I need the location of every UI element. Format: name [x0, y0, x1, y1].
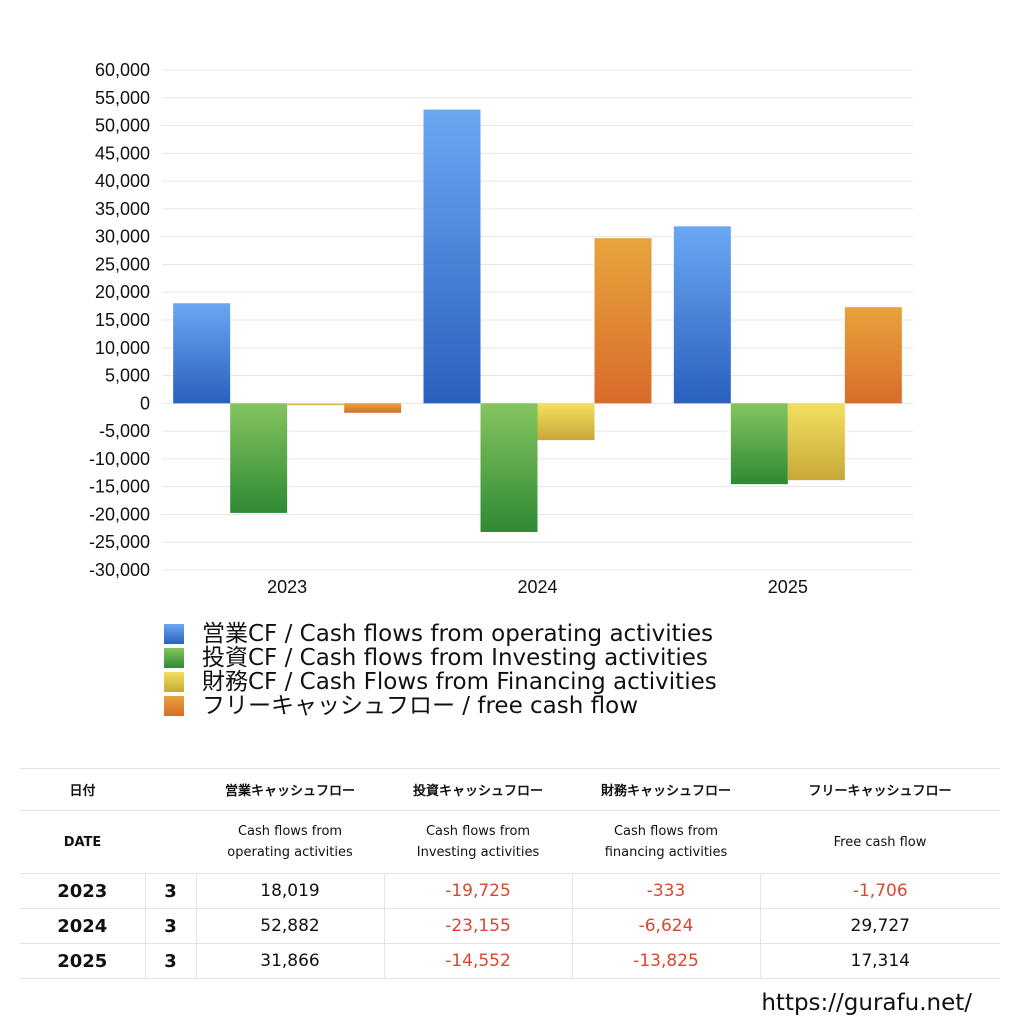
- y-tick-label: -25,000: [89, 532, 150, 552]
- bar-2024-series-4: [594, 238, 652, 404]
- subheader-financing: Cash flows from financing activities: [572, 810, 760, 874]
- y-tick-label: 35,000: [95, 199, 150, 219]
- y-tick-label: 5,000: [105, 366, 150, 386]
- row-investing: -14,552: [383, 943, 573, 979]
- y-tick-label: -10,000: [89, 449, 150, 469]
- legend-label: 営業CF / Cash flows from operating activit…: [202, 621, 714, 647]
- y-tick-label: -15,000: [89, 477, 150, 497]
- y-axis-ticks: 60,000 55,000 50,000 45,000 40,000 35,000 30,0…: [89, 60, 150, 580]
- header-free: フリーキャッシュフロー: [760, 768, 1000, 811]
- y-tick-label: -5,000: [99, 421, 150, 441]
- row-year: 2024: [20, 908, 146, 944]
- table-subheader-row: DATE Cash flows from operating activitie…: [20, 810, 1000, 874]
- row-operating: 18,019: [195, 873, 385, 909]
- x-axis-ticks: 2023 2024 2025: [267, 577, 808, 597]
- y-tick-label: 50,000: [95, 116, 150, 136]
- legend-item: フリーキャッシュフロー / free cash flow: [164, 694, 717, 718]
- row-financing: -6,624: [571, 908, 761, 944]
- bar-2025-series-4: [844, 307, 902, 404]
- row-financing: -333: [571, 873, 761, 909]
- bar-2024-series-3: [537, 403, 595, 441]
- legend-label: 財務CF / Cash Flows from Financing activit…: [202, 669, 717, 695]
- header-financing: 財務キャッシュフロー: [572, 768, 760, 811]
- bar-2024-series-2: [480, 403, 538, 532]
- cash-flow-bar-chart: 60,000 55,000 50,000 45,000 40,000 35,000 30,0…: [89, 60, 913, 597]
- bar-2025-series-2: [730, 403, 788, 485]
- table-row: 2023 3 18,019 -19,725 -333 -1,706: [20, 873, 1000, 909]
- subheader-operating: Cash flows from operating activities: [196, 810, 384, 874]
- x-tick-label: 2025: [768, 577, 808, 597]
- x-tick-label: 2024: [517, 577, 557, 597]
- bar-2023-series-1: [173, 303, 231, 404]
- header-investing: 投資キャッシュフロー: [384, 768, 572, 811]
- table-row: 2025 3 31,866 -14,552 -13,825 17,314: [20, 943, 1000, 979]
- row-year: 2025: [20, 943, 146, 979]
- legend-item: 投資CF / Cash flows from Investing activit…: [164, 646, 717, 670]
- y-tick-label: 20,000: [95, 282, 150, 302]
- row-month: 3: [144, 873, 197, 909]
- legend-swatch: [164, 696, 184, 716]
- legend-item: 営業CF / Cash flows from operating activit…: [164, 622, 717, 646]
- row-free: 17,314: [759, 943, 1000, 979]
- y-tick-label: 60,000: [95, 60, 150, 80]
- x-tick-label: 2023: [267, 577, 307, 597]
- y-tick-label: 10,000: [95, 338, 150, 358]
- row-operating: 31,866: [195, 943, 385, 979]
- row-free: 29,727: [759, 908, 1000, 944]
- subheader-free: Free cash flow: [760, 810, 1000, 874]
- legend-label: フリーキャッシュフロー / free cash flow: [202, 693, 639, 719]
- row-investing: -23,155: [383, 908, 573, 944]
- table-row: 2024 3 52,882 -23,155 -6,624 29,727: [20, 908, 1000, 944]
- row-month: 3: [144, 908, 197, 944]
- site-url: https://gurafu.net/: [761, 990, 972, 1016]
- row-month: 3: [144, 943, 197, 979]
- bar-2023-series-4: [344, 403, 402, 413]
- table-header-row: 日付 営業キャッシュフロー 投資キャッシュフロー 財務キャッシュフロー フリーキ…: [20, 768, 1000, 811]
- legend-item: 財務CF / Cash Flows from Financing activit…: [164, 670, 717, 694]
- y-tick-label: 15,000: [95, 310, 150, 330]
- y-tick-label: 55,000: [95, 88, 150, 108]
- y-tick-label: 40,000: [95, 171, 150, 191]
- subheader-investing: Cash flows from Investing activities: [384, 810, 572, 874]
- subheader-month: [145, 810, 196, 874]
- y-tick-label: -20,000: [89, 504, 150, 524]
- bar-2024-series-1: [423, 109, 481, 404]
- cash-flow-table: 日付 営業キャッシュフロー 投資キャッシュフロー 財務キャッシュフロー フリーキ…: [20, 768, 1000, 979]
- bar-2023-series-3: [287, 403, 345, 406]
- y-tick-label: 0: [140, 393, 150, 413]
- legend-swatch: [164, 624, 184, 644]
- chart-bars: [173, 109, 902, 532]
- header-date: 日付: [20, 768, 145, 811]
- row-free: -1,706: [759, 873, 1000, 909]
- chart-legend: 営業CF / Cash flows from operating activit…: [164, 622, 717, 718]
- y-tick-label: -30,000: [89, 560, 150, 580]
- header-operating: 営業キャッシュフロー: [196, 768, 384, 811]
- legend-swatch: [164, 648, 184, 668]
- row-investing: -19,725: [383, 873, 573, 909]
- bar-2025-series-1: [673, 226, 731, 404]
- subheader-date: DATE: [20, 810, 145, 874]
- legend-swatch: [164, 672, 184, 692]
- y-tick-label: 30,000: [95, 227, 150, 247]
- y-tick-label: 25,000: [95, 254, 150, 274]
- row-financing: -13,825: [571, 943, 761, 979]
- y-tick-label: 45,000: [95, 143, 150, 163]
- legend-label: 投資CF / Cash flows from Investing activit…: [202, 645, 708, 671]
- row-year: 2023: [20, 873, 146, 909]
- row-operating: 52,882: [195, 908, 385, 944]
- bar-2023-series-2: [230, 403, 288, 513]
- bar-2025-series-3: [787, 403, 845, 481]
- header-month: [145, 768, 196, 811]
